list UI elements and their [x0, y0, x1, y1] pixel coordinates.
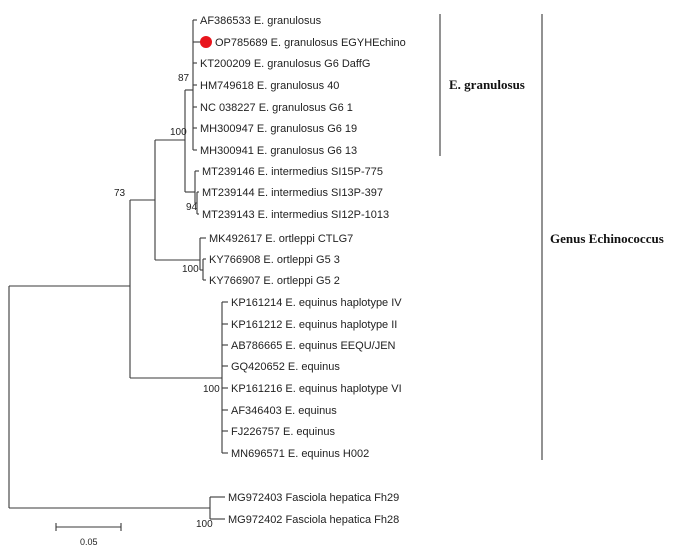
taxon-label: KP161216 E. equinus haplotype VI: [231, 383, 402, 395]
bootstrap-values: 87 100 94 73 100 100 100: [114, 73, 220, 530]
taxon-label: MH300947 E. granulosus G6 19: [200, 123, 357, 135]
taxon-label: MT239146 E. intermedius SI15P-775: [202, 166, 383, 178]
taxon-labels: AF386533 E. granulosus OP785689 E. granu…: [200, 15, 406, 526]
taxon-label: HM749618 E. granulosus 40: [200, 80, 339, 92]
taxon-label: MT239143 E. intermedius SI12P-1013: [202, 209, 389, 221]
bootstrap-value: 100: [203, 384, 220, 395]
taxon-label: KP161214 E. equinus haplotype IV: [231, 297, 402, 309]
taxon-label: NC 038227 E. granulosus G6 1: [200, 102, 353, 114]
bootstrap-value: 100: [182, 264, 199, 275]
bootstrap-value: 100: [196, 519, 213, 530]
taxon-label: OP785689 E. granulosus EGYHEchino: [215, 37, 406, 49]
taxon-label: KY766908 E. ortleppi G5 3: [209, 254, 340, 266]
study-sequence-marker: [200, 36, 212, 48]
tree-branches: [8, 19, 228, 520]
taxon-label: KT200209 E. granulosus G6 DaffG: [200, 58, 370, 70]
taxon-label: MN696571 E. equinus H002: [231, 448, 369, 460]
taxon-label: AB786665 E. equinus EEQU/JEN: [231, 340, 396, 352]
taxon-label: AF346403 E. equinus: [231, 405, 337, 417]
scale-bar: 0.05: [55, 523, 122, 547]
taxon-label: MH300941 E. granulosus G6 13: [200, 145, 357, 157]
bootstrap-value: 94: [186, 202, 198, 213]
scale-bar-label: 0.05: [80, 537, 98, 547]
bootstrap-value: 87: [178, 73, 190, 84]
taxon-label: KY766907 E. ortleppi G5 2: [209, 275, 340, 287]
taxon-label: GQ420652 E. equinus: [231, 361, 340, 373]
taxon-label: KP161212 E. equinus haplotype II: [231, 319, 397, 331]
taxon-label: MK492617 E. ortleppi CTLG7: [209, 233, 353, 245]
taxon-label: AF386533 E. granulosus: [200, 15, 322, 27]
taxon-label: MG972402 Fasciola hepatica Fh28: [228, 514, 399, 526]
taxon-label: MT239144 E. intermedius SI13P-397: [202, 187, 383, 199]
genus-clade-label: Genus Echinococcus: [550, 231, 664, 246]
taxon-label: MG972403 Fasciola hepatica Fh29: [228, 492, 399, 504]
granulosus-clade-label: E. granulosus: [449, 77, 525, 92]
taxon-label: FJ226757 E. equinus: [231, 426, 335, 438]
bootstrap-value: 73: [114, 188, 126, 199]
bootstrap-value: 100: [170, 127, 187, 138]
